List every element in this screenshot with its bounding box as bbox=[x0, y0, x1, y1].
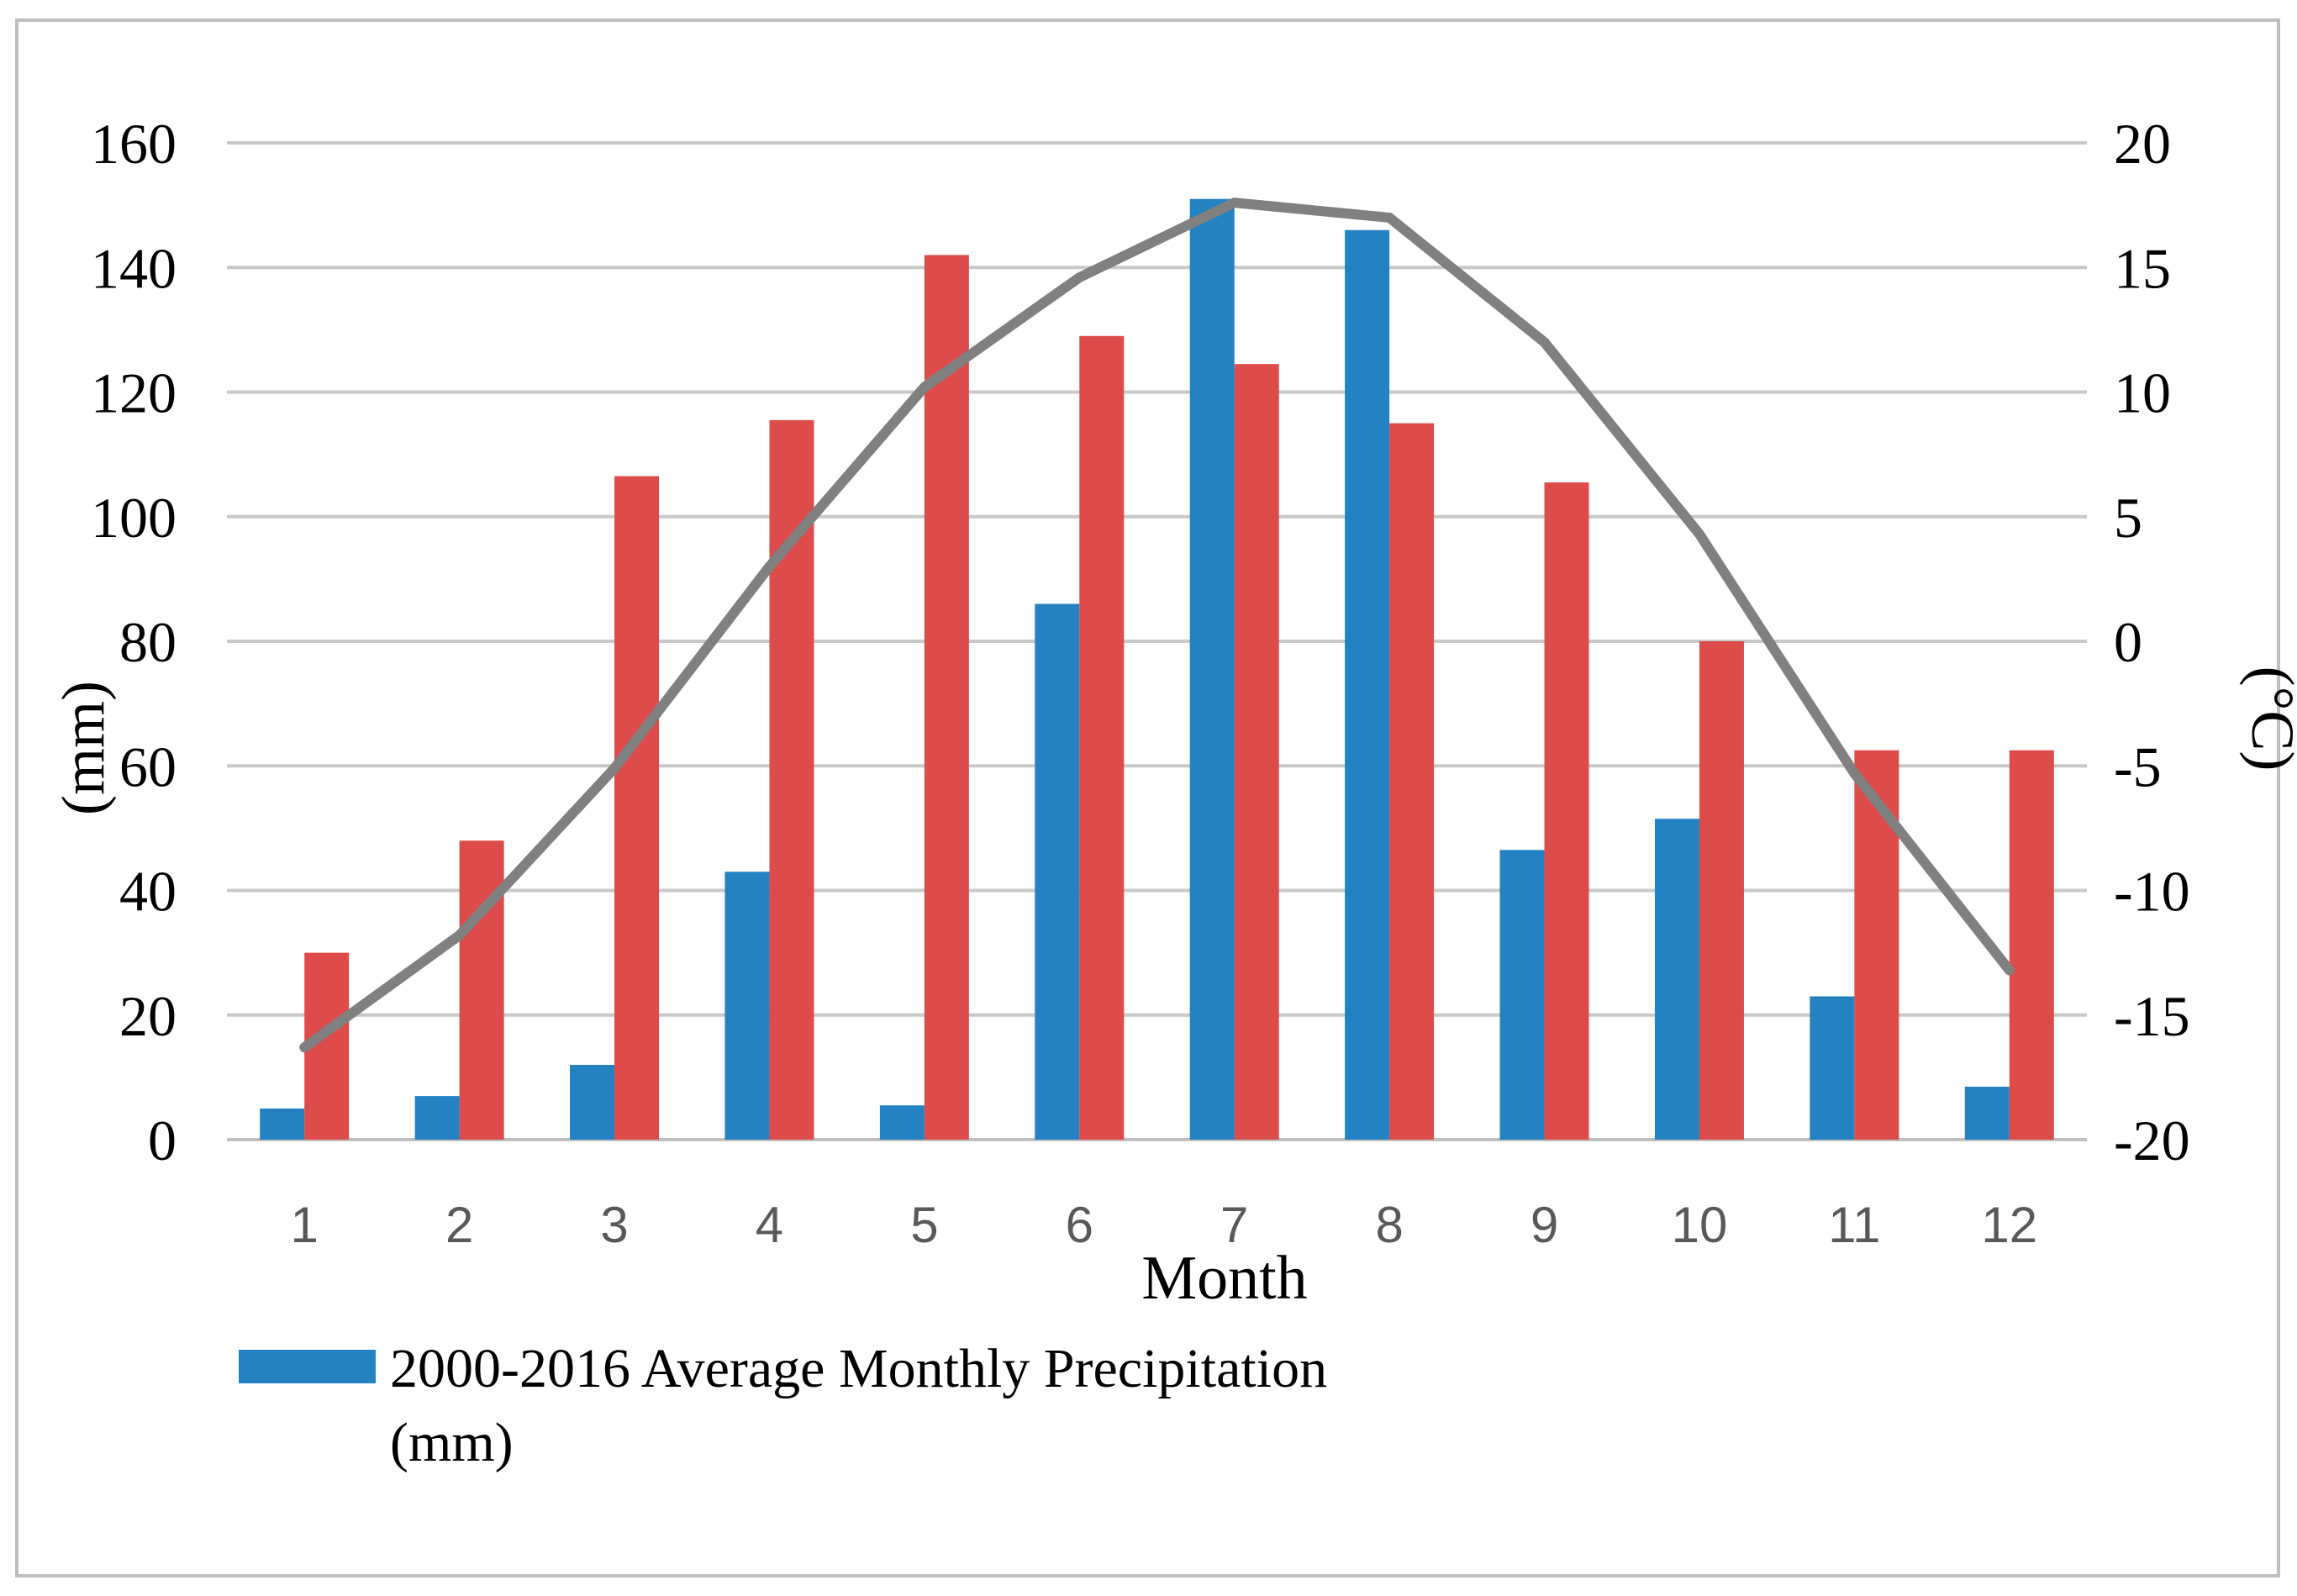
x-tick-label: 3 bbox=[600, 1197, 628, 1253]
x-axis-ticks: 1 2 3 4 5 6 7 8 9 10 11 12 bbox=[291, 1197, 2038, 1253]
right-tick-label: 0 bbox=[2114, 610, 2142, 674]
red-bar bbox=[459, 840, 504, 1140]
right-axis-ticks: -20 -15 -10 -5 0 5 10 15 20 bbox=[2114, 112, 2190, 1172]
left-tick-label: 80 bbox=[119, 610, 176, 674]
temperature-point bbox=[1698, 533, 1700, 535]
legend-label-line2: (mm) bbox=[390, 1412, 514, 1473]
left-axis-ticks: 0 20 40 60 80 100 120 140 160 bbox=[91, 112, 176, 1172]
x-tick-label: 12 bbox=[1981, 1197, 2037, 1253]
temperature-point bbox=[1853, 772, 1856, 775]
precipitation-bar bbox=[414, 1096, 460, 1140]
temperature-point bbox=[1233, 202, 1235, 204]
precipitation-bar bbox=[1499, 850, 1545, 1140]
red-bar bbox=[1699, 641, 1744, 1140]
precipitation-bar bbox=[879, 1105, 925, 1140]
left-tick-label: 100 bbox=[91, 486, 176, 550]
temperature-line bbox=[299, 198, 2015, 1053]
left-tick-label: 160 bbox=[91, 112, 176, 176]
left-tick-label: 140 bbox=[91, 236, 176, 300]
legend: 2000-2016 Average Monthly Precipitation … bbox=[239, 1338, 1327, 1473]
gridlines bbox=[227, 141, 2087, 1141]
precipitation-bar bbox=[724, 872, 770, 1140]
right-tick-label: 10 bbox=[2114, 361, 2171, 425]
precipitation-bar bbox=[570, 1065, 615, 1140]
red-bar bbox=[2009, 750, 2054, 1140]
precipitation-bar bbox=[1189, 198, 1235, 1140]
x-tick-label: 6 bbox=[1066, 1197, 1093, 1253]
left-tick-label: 60 bbox=[119, 735, 176, 798]
temperature-point bbox=[923, 386, 925, 388]
x-tick-label: 8 bbox=[1375, 1197, 1403, 1253]
red-bar bbox=[1079, 335, 1125, 1140]
right-tick-label: -10 bbox=[2114, 860, 2190, 924]
x-tick-label: 1 bbox=[291, 1197, 319, 1253]
red-bar bbox=[1544, 482, 1589, 1140]
red-bar bbox=[924, 255, 969, 1140]
precipitation-bar bbox=[1654, 819, 1699, 1140]
temperature-point bbox=[2008, 969, 2010, 972]
temperature-point bbox=[1543, 341, 1546, 344]
x-tick-label: 11 bbox=[1828, 1197, 1880, 1253]
temperature-point bbox=[303, 1046, 306, 1049]
precipitation-bar bbox=[1964, 1086, 2010, 1140]
x-axis-label: Month bbox=[1141, 1244, 1307, 1313]
y-axis-left-label: (mm) bbox=[50, 681, 117, 815]
left-tick-label: 40 bbox=[119, 860, 176, 924]
right-tick-label: 15 bbox=[2114, 236, 2171, 300]
legend-label-line1: 2000-2016 Average Monthly Precipitation bbox=[390, 1338, 1327, 1399]
temperature-polyline bbox=[299, 198, 2015, 1053]
precipitation-bar bbox=[1810, 996, 1855, 1140]
x-tick-label: 5 bbox=[910, 1197, 938, 1253]
x-tick-label: 10 bbox=[1672, 1197, 1728, 1253]
right-tick-label: -15 bbox=[2114, 984, 2190, 1048]
left-tick-label: 120 bbox=[91, 361, 176, 425]
right-tick-label: -20 bbox=[2114, 1109, 2190, 1172]
y-axis-right-label: (°C) bbox=[2239, 666, 2297, 772]
precipitation-bar bbox=[260, 1108, 305, 1140]
chart-frame bbox=[15, 18, 2280, 1578]
red-bar bbox=[1234, 364, 1279, 1140]
left-tick-label: 20 bbox=[119, 984, 176, 1048]
temperature-point bbox=[1078, 277, 1081, 279]
temperature-point bbox=[458, 934, 461, 936]
right-tick-label: -5 bbox=[2114, 735, 2162, 798]
temperature-point bbox=[768, 566, 771, 568]
x-tick-label: 4 bbox=[756, 1197, 783, 1253]
x-tick-label: 9 bbox=[1530, 1197, 1558, 1253]
left-tick-label: 0 bbox=[148, 1109, 176, 1172]
precipitation-bar bbox=[1345, 229, 1390, 1140]
precipitation-bar bbox=[1035, 603, 1080, 1140]
temperature-point bbox=[614, 767, 616, 770]
red-bar bbox=[1389, 423, 1435, 1140]
x-tick-label: 2 bbox=[445, 1197, 473, 1253]
right-tick-label: 20 bbox=[2114, 112, 2171, 176]
x-tick-label: 7 bbox=[1220, 1197, 1248, 1253]
temperature-point bbox=[1388, 216, 1391, 219]
red-bar bbox=[614, 476, 660, 1140]
legend-swatch-precipitation bbox=[239, 1350, 376, 1383]
right-tick-label: 5 bbox=[2114, 486, 2142, 550]
bars bbox=[260, 198, 2054, 1140]
